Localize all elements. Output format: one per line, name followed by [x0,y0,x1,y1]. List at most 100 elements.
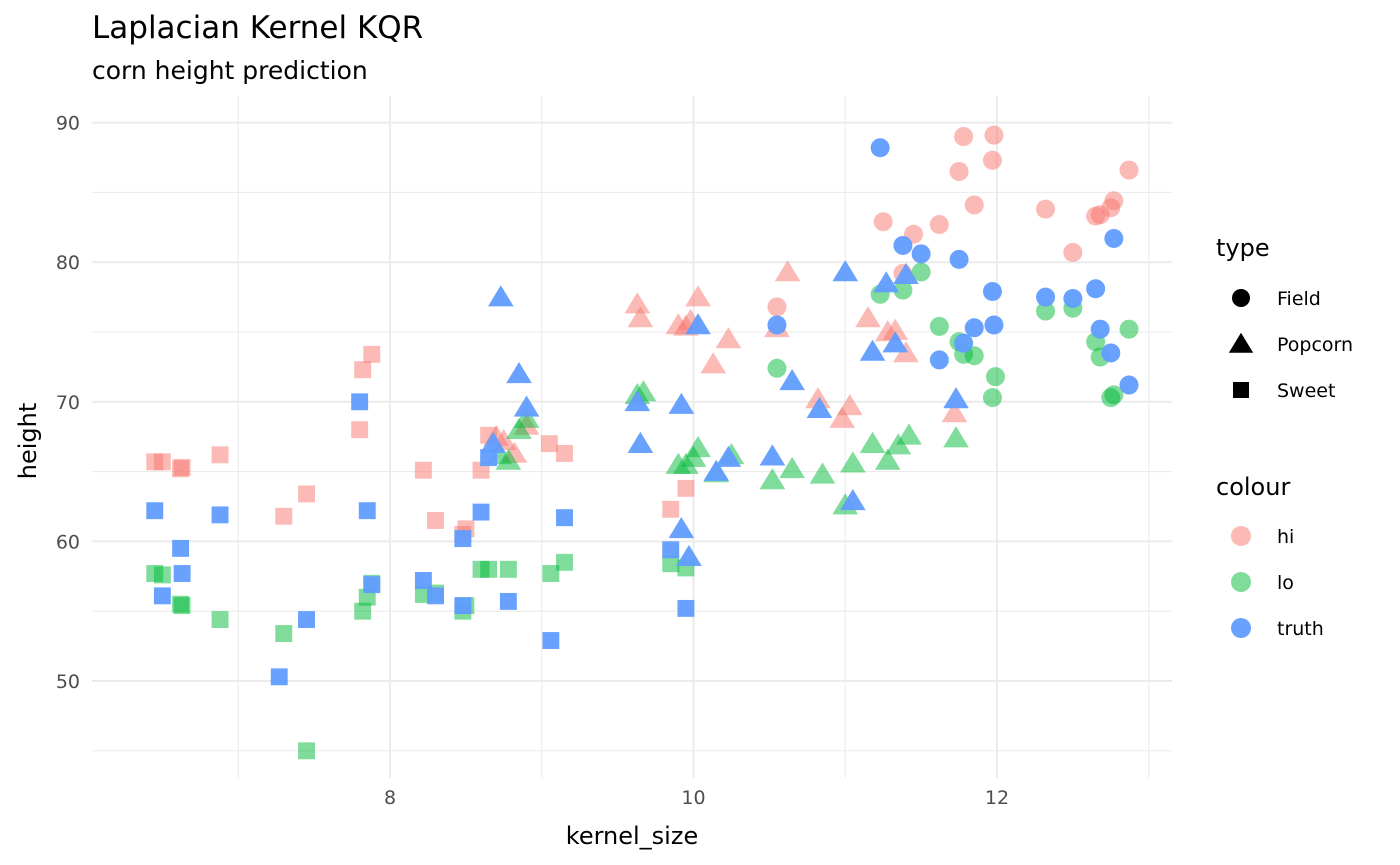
point-hi-field [1104,191,1124,211]
point-truth-sweet [556,509,573,527]
point-truth-popcorn [943,387,969,409]
point-lo-popcorn [779,456,805,479]
point-truth-popcorn [627,431,654,453]
point-truth-field [929,350,949,370]
point-truth-field [1104,228,1124,248]
point-truth-popcorn [806,396,833,419]
point-truth-popcorn [703,459,730,481]
point-hi-field [767,297,787,317]
point-lo-sweet [275,625,293,642]
point-lo-field [964,346,984,366]
point-lo-popcorn [896,423,922,445]
point-lo-sweet [354,602,372,620]
point-truth-sweet [542,632,560,649]
grid [92,96,1172,778]
point-truth-sweet [472,503,490,521]
legend-key-hi [1231,526,1251,546]
point-truth-field [949,249,969,269]
point-lo-sweet [662,555,680,573]
point-hi-field [1119,160,1139,180]
point-hi-popcorn [805,387,831,409]
point-truth-sweet [662,541,680,559]
point-lo-popcorn [495,448,522,470]
point-lo-field [893,280,913,300]
point-lo-sweet [556,553,573,571]
point-lo-sweet [153,566,171,584]
legend-label: truth [1277,618,1324,640]
legend: type Field Popcorn Sweet colour hi lo truth [1216,234,1353,640]
point-hi-sweet [211,446,229,464]
x-tick-label: 12 [985,787,1009,809]
point-truth-popcorn [668,392,695,414]
point-lo-popcorn [759,468,786,490]
point-hi-popcorn [882,318,909,340]
point-hi-popcorn [685,285,711,307]
point-truth-sweet [427,587,444,605]
x-axis-title: kernel_size [566,822,698,850]
data-points [146,125,1139,760]
y-tick-label: 70 [56,392,80,414]
point-truth-popcorn [859,339,886,361]
point-hi-sweet [363,345,381,363]
point-truth-sweet [677,599,695,617]
legend-label: Popcorn [1277,334,1353,356]
point-truth-sweet [363,576,381,594]
point-lo-sweet [298,742,315,760]
point-truth-sweet [351,393,369,411]
point-truth-field [1063,288,1083,308]
point-hi-sweet [414,461,432,479]
tick-labels: 8 10 12 50 60 70 80 90 [56,113,1009,809]
point-truth-field [964,318,984,338]
legend-title-colour: colour [1216,473,1290,501]
point-truth-field [1101,343,1121,363]
point-lo-popcorn [859,431,886,453]
point-truth-popcorn [715,445,742,467]
point-truth-sweet [480,449,498,467]
y-tick-label: 90 [56,113,80,135]
point-hi-popcorn [941,401,968,423]
point-hi-popcorn [836,394,863,416]
point-hi-popcorn [715,327,742,349]
x-tick-label: 8 [384,787,396,809]
point-truth-sweet [173,565,191,582]
point-lo-popcorn [506,417,532,439]
point-truth-sweet [270,668,288,686]
point-hi-sweet [662,500,680,518]
point-hi-sweet [556,444,573,462]
point-truth-sweet [153,587,171,605]
point-lo-sweet [542,565,560,582]
y-axis-title: height [14,403,42,480]
point-hi-field [984,125,1004,145]
point-lo-field [911,262,931,282]
point-lo-sweet [173,597,191,615]
point-lo-field [1036,301,1056,321]
point-truth-sweet [454,597,472,615]
point-truth-popcorn [873,271,900,293]
point-truth-field [1086,279,1106,299]
point-lo-popcorn [809,462,836,484]
point-truth-sweet [211,506,229,524]
point-lo-field [1119,319,1139,339]
point-hi-sweet [351,421,369,439]
legend-label: hi [1277,526,1294,548]
point-hi-sweet [427,512,444,529]
point-truth-sweet [358,502,376,520]
point-truth-popcorn [487,285,514,307]
point-truth-sweet [146,502,164,520]
chart-title: Laplacian Kernel KQR [92,10,424,46]
point-lo-field [985,367,1005,387]
legend-key-circle [1232,289,1250,307]
x-tick-label: 10 [681,787,705,809]
point-hi-field [964,195,984,215]
point-lo-field [982,388,1002,408]
point-hi-sweet [540,435,558,453]
point-hi-popcorn [855,306,881,328]
point-truth-field [893,235,913,255]
point-hi-sweet [298,485,315,503]
legend-label: Sweet [1277,380,1335,402]
point-hi-field [949,161,969,181]
chart-subtitle: corn height prediction [92,56,368,85]
point-truth-sweet [499,592,517,610]
legend-label: Field [1277,288,1321,310]
